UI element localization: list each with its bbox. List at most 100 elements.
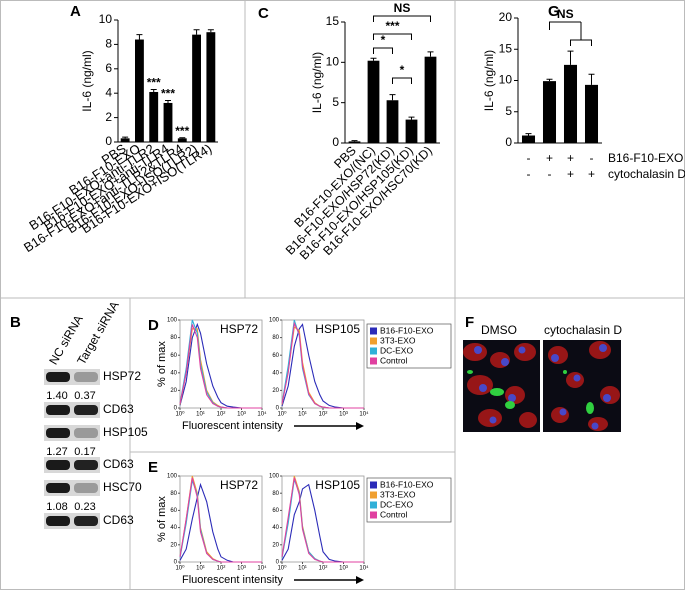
y-tick-label: 60 — [272, 508, 279, 514]
x-tick-label: 10³ — [237, 566, 246, 572]
x-tick-label: 10³ — [339, 566, 348, 572]
y-tick-label: 60 — [170, 353, 177, 359]
legend-swatch — [370, 481, 377, 489]
y-tick-label: 40 — [170, 370, 177, 376]
panel-letter: D — [148, 317, 159, 334]
bar — [563, 64, 578, 143]
legend-swatch — [370, 327, 377, 335]
y-tick-label: 60 — [272, 353, 279, 359]
y-tick-label: 80 — [170, 335, 177, 341]
panel-letter: E — [148, 459, 158, 476]
y-tick-label: 0 — [276, 406, 280, 412]
y-tick-label: 40 — [272, 370, 279, 376]
blot-band — [46, 428, 70, 438]
x-tick-label: 10⁴ — [359, 411, 369, 418]
subplot-title: HSP72 — [220, 322, 258, 336]
row-label: CD63 — [103, 513, 134, 527]
bracket — [373, 33, 412, 40]
blot-band — [46, 405, 70, 415]
x-tick-label: 10⁰ — [277, 565, 287, 572]
x-tick-label: 10⁰ — [175, 411, 185, 418]
legend-label: Control — [380, 355, 408, 365]
y-axis-label: IL-6 (ng/ml) — [482, 50, 496, 111]
bar — [120, 138, 130, 142]
x-axis-label: Fluorescent intensity — [182, 574, 283, 586]
y-axis-label: % of max — [156, 496, 168, 542]
y-tick-label: 5 — [505, 104, 512, 118]
blot-band — [74, 460, 98, 470]
y-tick-label: 15 — [326, 14, 340, 28]
y-tick-label: 20 — [272, 542, 279, 548]
x-tick-label: 10⁰ — [277, 411, 287, 418]
subplot-title: HSP105 — [315, 478, 360, 492]
error-bar — [427, 51, 434, 57]
histogram-curve — [179, 477, 262, 563]
subplot-title: HSP105 — [315, 322, 360, 336]
bracket — [570, 22, 592, 46]
bar — [521, 135, 536, 143]
bar — [177, 138, 187, 142]
bar — [542, 81, 557, 143]
condition-sign: + — [588, 167, 595, 181]
error-bar — [150, 89, 157, 92]
y-tick-label: 40 — [170, 525, 177, 531]
y-tick-label: 100 — [167, 474, 178, 480]
error-bar — [567, 50, 574, 65]
image-label: DMSO — [481, 323, 517, 337]
y-tick-label: 6 — [105, 61, 112, 75]
row-label: CD63 — [103, 457, 134, 471]
y-tick-label: 20 — [272, 388, 279, 394]
band-ratio: 0.23 — [74, 501, 95, 513]
significance-label: *** — [161, 87, 175, 101]
bracket — [373, 47, 393, 54]
band-ratio: 1.40 — [46, 390, 67, 402]
error-bar — [408, 116, 415, 120]
significance-label: *** — [175, 124, 189, 138]
blot-band — [46, 516, 70, 526]
legend-label: DC-EXO — [380, 345, 413, 355]
legend-label: B16-F10-EXO — [380, 325, 434, 335]
y-tick-label: 0 — [174, 406, 178, 412]
panel-letter: A — [70, 3, 81, 20]
y-tick-label: 10 — [499, 73, 513, 87]
arrow-head — [356, 576, 364, 584]
blot-band — [74, 405, 98, 415]
y-tick-label: 8 — [105, 37, 112, 51]
row-label: HSP105 — [103, 425, 148, 439]
legend-swatch — [370, 501, 377, 509]
y-axis-label: IL-6 (ng/ml) — [310, 52, 324, 113]
row-label: HSC70 — [103, 480, 142, 494]
bar — [386, 100, 399, 143]
legend-swatch — [370, 347, 377, 355]
error-bar — [546, 78, 553, 82]
band-ratio: 0.17 — [74, 446, 95, 458]
row-label: HSP72 — [103, 369, 141, 383]
y-tick-label: 80 — [272, 335, 279, 341]
condition-sign: + — [567, 151, 574, 165]
y-tick-label: 10 — [99, 12, 113, 26]
error-bar — [351, 140, 358, 142]
y-tick-label: 0 — [505, 135, 512, 149]
bracket-label: * — [381, 33, 386, 47]
x-axis-label: Fluorescent intensity — [182, 420, 283, 432]
error-bar — [588, 73, 595, 85]
bracket-label: * — [400, 63, 405, 77]
histogram-curve — [281, 477, 364, 563]
band-ratio: 0.37 — [74, 390, 95, 402]
microscopy-images — [463, 340, 621, 432]
error-bar — [389, 94, 396, 101]
bar — [424, 56, 437, 143]
x-tick-label: 10² — [217, 566, 226, 572]
y-axis-label: % of max — [156, 341, 168, 387]
legend-label: B16-F10-EXO — [380, 479, 434, 489]
legend-swatch — [370, 491, 377, 499]
y-tick-label: 100 — [269, 474, 280, 480]
legend-swatch — [370, 357, 377, 365]
row-label: CD63 — [103, 402, 134, 416]
legend-swatch — [370, 511, 377, 519]
error-bar — [525, 133, 532, 136]
y-tick-label: 80 — [272, 491, 279, 497]
